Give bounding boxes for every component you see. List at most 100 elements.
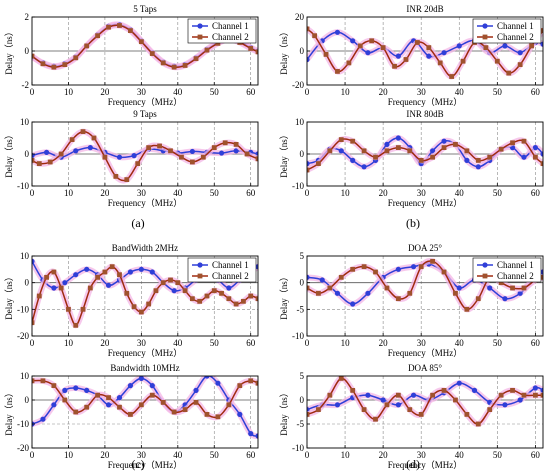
data-point (392, 63, 397, 69)
y-tick-label: 10 (20, 251, 30, 261)
legend-marker-square (482, 273, 488, 279)
data-point (521, 154, 527, 160)
data-point (51, 64, 57, 70)
data-point (73, 385, 79, 391)
x-tick-label: 60 (246, 188, 256, 198)
data-point (87, 145, 93, 151)
data-point (460, 58, 466, 64)
data-point (498, 280, 504, 286)
data-point (464, 148, 470, 154)
data-point (146, 301, 152, 307)
series-line (32, 130, 258, 182)
data-point (91, 135, 97, 141)
data-point (44, 274, 49, 280)
chart-title: INR 80dB (406, 109, 443, 119)
legend-label: Channel 2 (212, 271, 249, 281)
data-point (395, 296, 401, 302)
data-point (62, 397, 68, 403)
data-point (160, 280, 166, 286)
y-tick-label: 10 (20, 117, 30, 127)
legend-label: Channel 1 (497, 21, 534, 31)
panel-label-b: (b) (406, 216, 420, 230)
data-point (327, 392, 333, 398)
x-tick-label: 50 (493, 188, 503, 198)
x-tick-label: 10 (341, 338, 351, 348)
data-point (395, 53, 401, 59)
data-point (316, 290, 321, 296)
data-point (407, 290, 413, 296)
legend-marker-circle (197, 262, 203, 268)
data-point (327, 148, 333, 154)
chart-d-bottom: 0 10 20 30 40 50 60 -10 -5 0 5 DOA 85° Frequency（MHz… (279, 363, 544, 470)
data-point (361, 407, 367, 412)
data-point (105, 282, 112, 288)
y-tick-label: -10 (292, 181, 304, 191)
y-axis-label: Delay（ns） (4, 272, 14, 320)
data-point (517, 50, 523, 56)
y-tick-label: -20 (17, 443, 29, 453)
data-point (80, 129, 86, 134)
data-point (521, 392, 527, 398)
data-point (338, 137, 344, 142)
x-tick-label: 10 (64, 87, 74, 97)
x-tick-label: 60 (531, 188, 541, 198)
data-point (171, 288, 177, 294)
data-point (160, 60, 166, 66)
data-point (40, 416, 46, 422)
data-point (109, 264, 115, 270)
data-point (407, 148, 413, 154)
series-line (32, 379, 258, 419)
data-point (131, 153, 137, 159)
legend-label: Channel 2 (497, 32, 534, 42)
data-point (350, 38, 356, 44)
x-tick-label: 50 (210, 87, 220, 97)
legend-marker-square (197, 273, 203, 279)
data-point (40, 378, 46, 384)
data-point (226, 285, 232, 291)
data-point (117, 23, 122, 28)
data-point (307, 161, 310, 167)
x-tick-label: 20 (379, 188, 389, 198)
data-point (487, 285, 493, 291)
y-tick-label: -10 (17, 181, 29, 191)
data-point (32, 53, 35, 59)
data-point (171, 64, 177, 70)
x-tick-label: 0 (30, 87, 35, 97)
data-point (255, 49, 258, 55)
data-point (171, 409, 177, 415)
x-tick-label: 30 (417, 87, 427, 97)
data-point (510, 388, 515, 393)
panel-label-a: (a) (131, 216, 144, 230)
x-tick-label: 20 (100, 338, 110, 348)
x-axis-label: Frequency（MHz） (108, 97, 182, 107)
data-point (506, 70, 512, 76)
x-tick-label: 40 (455, 188, 465, 198)
series-line (307, 138, 543, 171)
x-tick-label: 60 (531, 87, 541, 97)
data-point (193, 387, 199, 393)
x-tick-label: 30 (417, 338, 427, 348)
data-point (66, 306, 71, 312)
data-point (464, 306, 470, 312)
chart-title: DOA 25° (408, 243, 442, 253)
data-point (475, 164, 481, 170)
x-tick-label: 10 (64, 450, 74, 460)
data-point (430, 392, 436, 398)
data-point (84, 43, 90, 49)
data-point (312, 33, 318, 39)
data-point (32, 258, 35, 264)
y-tick-label: -5 (297, 419, 305, 429)
data-point (350, 138, 356, 144)
data-point (62, 62, 68, 67)
data-point (323, 52, 329, 57)
x-tick-label: 40 (455, 450, 465, 460)
x-tick-label: 0 (30, 338, 35, 348)
data-point (62, 280, 68, 286)
data-point (106, 395, 111, 400)
x-tick-label: 20 (100, 450, 110, 460)
data-point (529, 43, 534, 49)
data-point (211, 145, 217, 150)
data-point (441, 145, 447, 150)
data-point (384, 285, 390, 291)
